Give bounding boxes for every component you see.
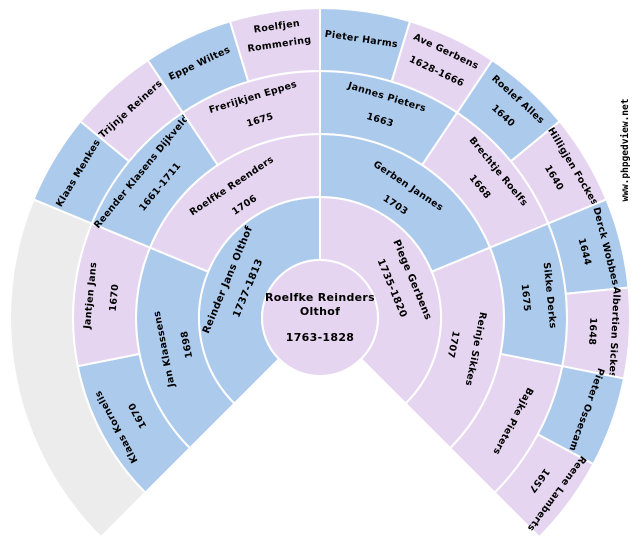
wedge-date-jantjen-jans: 1670 bbox=[108, 283, 122, 312]
center-name-line1: Roelfke Reinders bbox=[265, 291, 375, 304]
watermark: www.phpgedview.net bbox=[620, 99, 631, 202]
wedge-date-albertien-sickes: 1648 bbox=[586, 317, 598, 345]
center-person[interactable]: Roelfke Reinders Olthof 1763-1828 bbox=[261, 259, 379, 377]
center-circle[interactable] bbox=[261, 259, 379, 377]
wedge-reene-lamberts[interactable] bbox=[493, 433, 595, 539]
wedge-date-jan-klaassens: 1698 bbox=[179, 330, 195, 359]
center-dates: 1763-1828 bbox=[286, 331, 355, 344]
wedge-label-albertien-sickes: Albertien Sickes bbox=[606, 286, 621, 378]
wedge-date-sikke-derks: 1675 bbox=[519, 283, 533, 312]
wedge-date-reinje-sikkes: 1707 bbox=[445, 330, 461, 359]
center-name-line2: Olthof bbox=[300, 305, 340, 318]
